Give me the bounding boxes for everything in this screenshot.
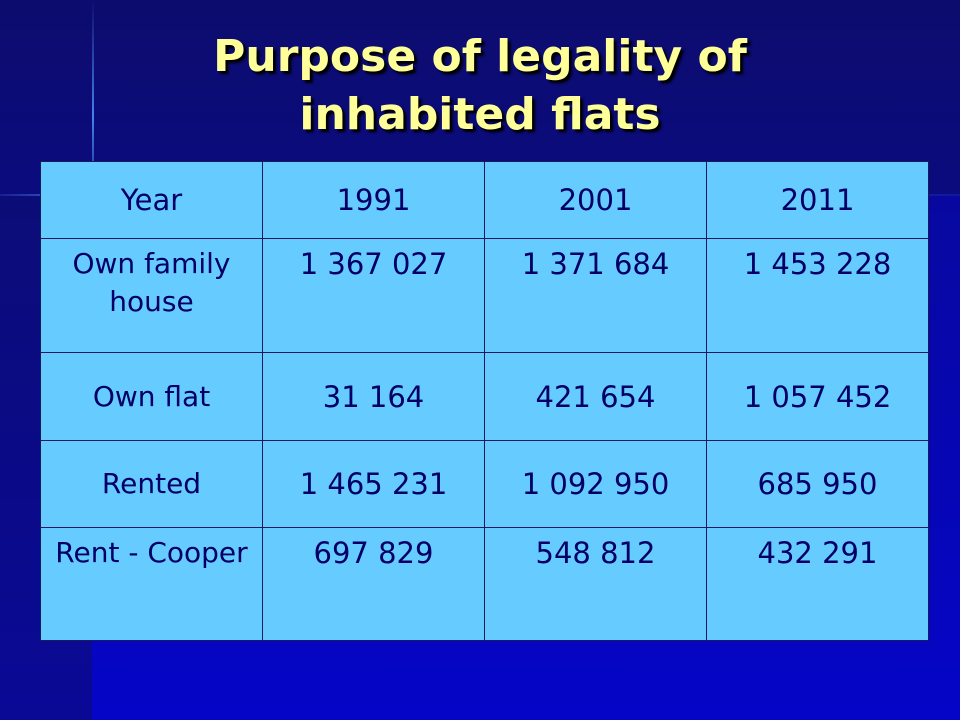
table-cell: 685 950	[706, 440, 929, 528]
row-label-own-family-house: Own family house	[40, 238, 263, 353]
row-label-rented: Rented	[40, 440, 263, 528]
table-cell: 432 291	[706, 527, 929, 641]
slide-title-line-1: Purpose of legality of	[213, 31, 747, 82]
flats-table: Year 1991 2001 2011 Own family house 1 3…	[40, 161, 929, 641]
table-cell: 1 465 231	[262, 440, 485, 528]
slide-title: Purpose of legality of inhabited flats	[40, 28, 920, 144]
table-cell: 1 371 684	[484, 238, 707, 353]
table-header-row: Year 1991 2001 2011	[40, 161, 929, 239]
decorative-vertical-line	[92, 0, 94, 195]
header-cell-2001: 2001	[484, 161, 707, 239]
table-row: Rented 1 465 231 1 092 950 685 950	[40, 440, 929, 528]
header-cell-1991: 1991	[262, 161, 485, 239]
table-row: Rent - Cooper 697 829 548 812 432 291	[40, 527, 929, 641]
table-cell: 1 057 452	[706, 352, 929, 441]
row-label-own-flat: Own flat	[40, 352, 263, 441]
table-cell: 421 654	[484, 352, 707, 441]
slide-title-line-2: inhabited flats	[299, 89, 661, 140]
header-cell-year: Year	[40, 161, 263, 239]
row-label-rent-cooper: Rent - Cooper	[40, 527, 263, 641]
table-cell: 1 453 228	[706, 238, 929, 353]
table-cell: 697 829	[262, 527, 485, 641]
table-cell: 31 164	[262, 352, 485, 441]
table-cell: 1 367 027	[262, 238, 485, 353]
table-row: Own family house 1 367 027 1 371 684 1 4…	[40, 238, 929, 353]
table-cell: 548 812	[484, 527, 707, 641]
table-row: Own flat 31 164 421 654 1 057 452	[40, 352, 929, 441]
table-cell: 1 092 950	[484, 440, 707, 528]
header-cell-2011: 2011	[706, 161, 929, 239]
